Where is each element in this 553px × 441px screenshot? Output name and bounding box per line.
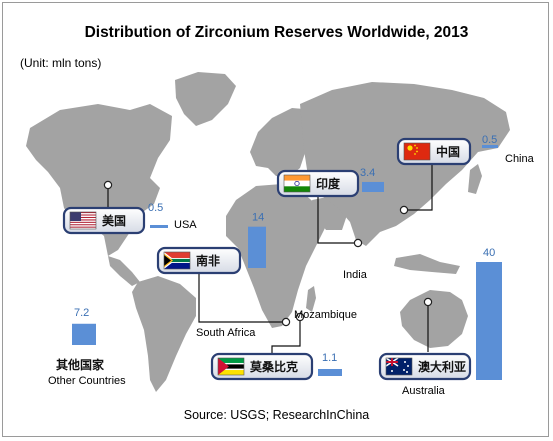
country-label-mozambique: Mozambique [294,309,357,321]
leader-india [317,193,358,244]
dot-mozambique [295,312,305,322]
badge-cn-label-south-africa: 南非 [196,253,220,268]
australia-shape [400,290,468,348]
leader-china [404,165,433,211]
country-label-usa: USA [174,219,197,231]
badge-cn-label-india: 印度 [316,176,341,191]
madagascar-shape [306,286,316,312]
source-note: Source: USGS; ResearchInChina [183,408,370,422]
bar-china [482,145,498,148]
value-label-india: 3.4 [360,167,375,179]
flag-china-icon [403,142,431,161]
badge-china: 中国 [396,137,472,166]
country-label-other-countries: Other Countries [48,375,126,387]
badge-usa: 美国 [62,206,146,235]
flag-india-icon [283,174,311,193]
badge-cn-label-china: 中国 [436,144,460,159]
unit-label: (Unit: mln tons) [20,56,102,70]
badge-cn-label-mozambique: 莫桑比克 [250,359,298,374]
badge-cn-label-australia: 澳大利亚 [418,359,466,374]
bar-india [362,181,384,192]
leader-lines [107,165,433,356]
bar-south-africa [248,226,266,268]
flag-australia-icon [385,357,413,376]
badge-cn-label-usa: 美国 [102,213,126,228]
badge-south-africa: 南非 [156,246,242,275]
south-america-shape [132,276,196,392]
value-label-other-countries: 7.2 [74,307,89,319]
flag-usa-icon [69,211,97,230]
dot-south-africa [281,317,291,327]
dot-usa [103,180,113,190]
country-label-australia: Australia [402,385,446,397]
dot-india [353,238,363,248]
location-dots [103,180,433,327]
leader-south-africa [198,274,286,323]
badge-mozambique: 莫桑比克 [210,352,314,381]
dot-australia [423,297,433,307]
value-label-usa: 0.5 [148,202,163,214]
africa-shape [226,184,326,328]
country-label-india: India [343,269,368,281]
value-label-china: 0.5 [482,134,497,146]
leader-mozambique [271,317,301,356]
value-label-mozambique: 1.1 [322,352,337,364]
country-cn-label-other-countries: 其他国家 [56,357,105,372]
country-label-south-africa: South Africa [196,327,256,339]
central-america-shape [108,256,140,286]
flag-south-africa-icon [163,251,191,270]
value-label-south-africa: 14 [252,212,264,224]
greenland-shape [175,72,236,126]
badge-australia: 澳大利亚 [378,352,472,381]
bar-usa [150,225,168,228]
badge-india: 印度 [276,169,360,198]
bar-australia [476,262,502,380]
bar-mozambique [318,369,342,376]
dot-china [399,205,409,215]
bar-other-countries [72,323,96,345]
indonesia-shape [394,254,460,274]
value-label-australia: 40 [483,247,495,259]
country-label-china: China [505,153,535,165]
chart-title: Distribution of Zirconium Reserves World… [84,24,469,41]
japan-shape [468,164,482,194]
flag-mozambique-icon [217,357,245,376]
